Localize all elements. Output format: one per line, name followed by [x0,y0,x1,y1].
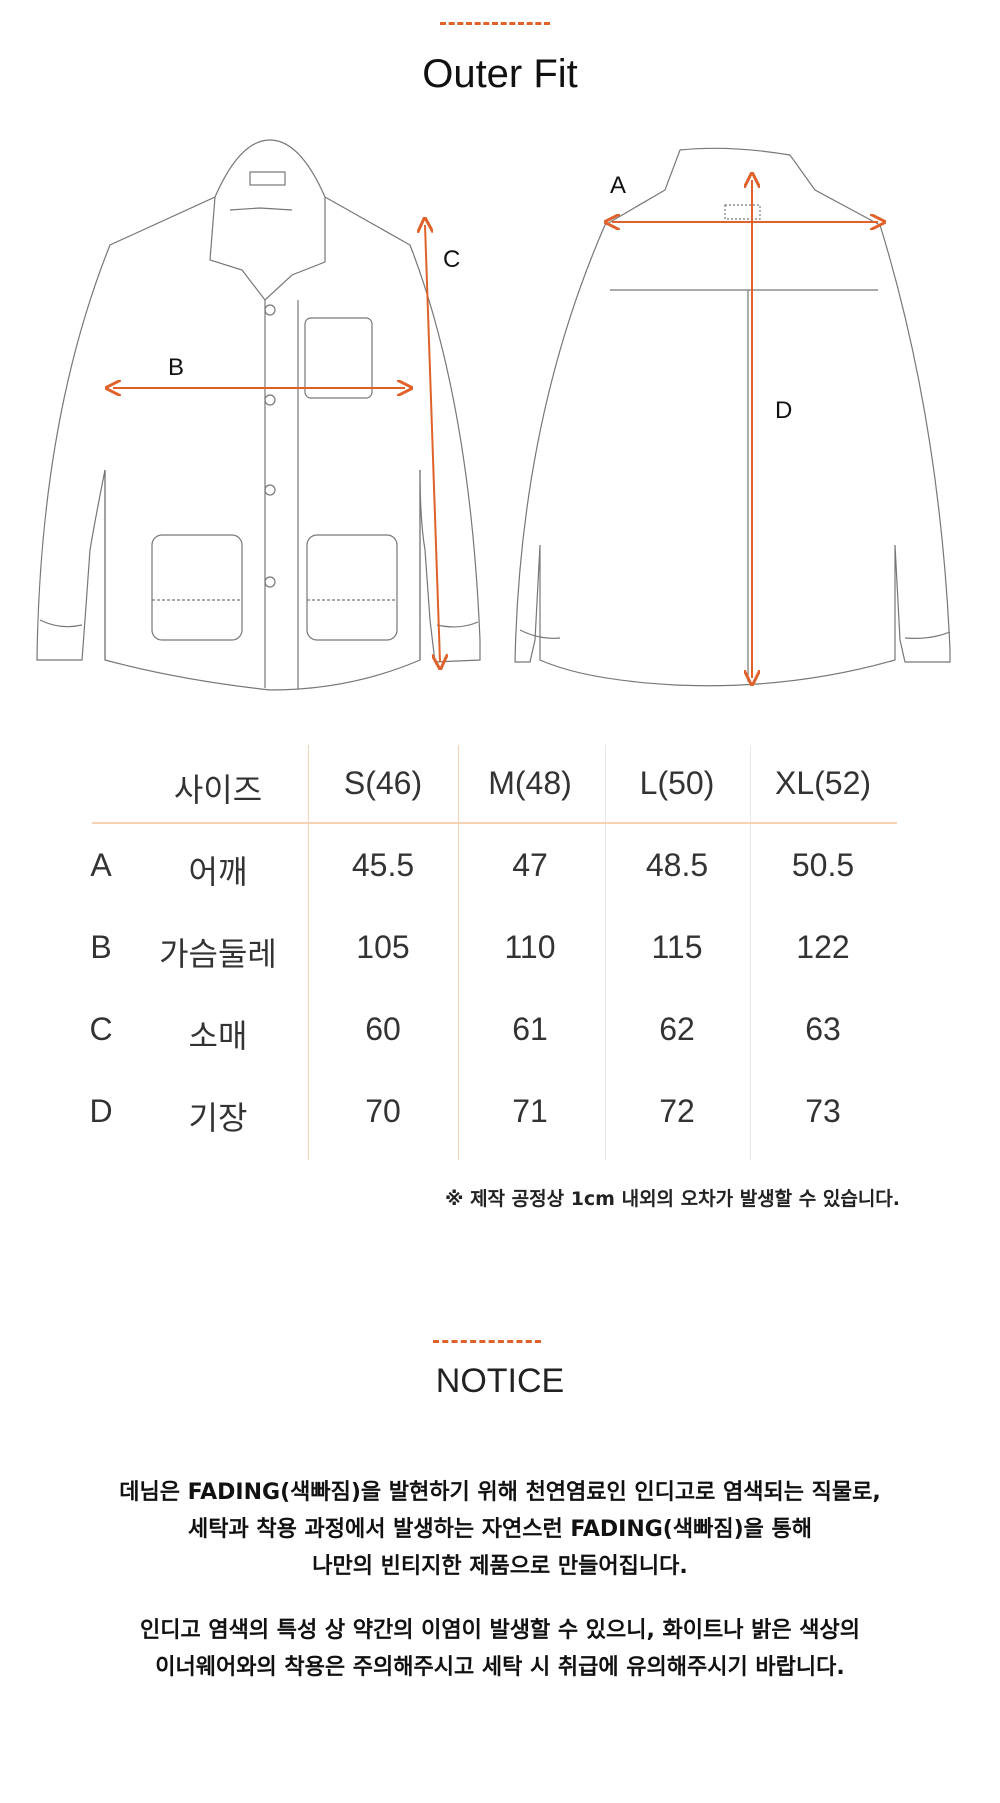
row-value: 50.5 [791,847,855,883]
notice-line: 나만의 빈티지한 제품으로 만들어집니다. [312,1554,688,1579]
jacket-front-drawing [36,139,481,691]
header-size-s: S(46) [343,765,423,801]
table-row: A 어깨 45.5 47 48.5 50.5 [90,847,897,890]
row-value: 115 [651,929,703,965]
tolerance-note: ※ 제작 공정상 1cm 내외의 오차가 발생할 수 있습니다. [444,1188,900,1210]
notice-line: 데님은 FADING(색빠짐)을 발현하기 위해 천연염료인 인디고로 염색되는… [119,1480,881,1505]
row-value: 122 [796,929,850,965]
header-size-m: M(48) [488,765,572,801]
row-value: 45.5 [351,847,415,883]
header-size-xl: XL(52) [774,765,872,801]
header-size-label: 사이즈 [173,772,263,808]
notice-line: 인디고 염색의 특성 상 약간의 이염이 발생할 수 있으니, 화이트나 밝은 … [139,1618,861,1643]
label-a: A [610,172,626,199]
table-row: B 가슴둘레 105 110 115 122 [90,929,897,972]
row-value: 73 [805,1093,841,1129]
row-value: 48.5 [645,847,709,883]
row-value: 71 [512,1093,548,1129]
row-value: 63 [805,1011,841,1047]
table-row: C 소매 60 61 62 63 [89,1011,897,1054]
row-name: 소매 [188,1018,248,1054]
row-value: 70 [365,1093,401,1129]
row-value: 105 [356,929,410,965]
row-code: D [89,1093,113,1129]
section-divider-notice [433,1340,541,1343]
section-divider-top [440,22,550,25]
jacket-back-drawing [514,147,951,687]
label-d: D [775,397,792,424]
row-name: 어깨 [188,854,248,890]
header-size-l: L(50) [639,765,715,801]
row-code: A [90,847,112,883]
arrow-c [425,225,440,662]
notice-paragraph-1: 데님은 FADING(색빠짐)을 발현하기 위해 천연염료인 인디고로 염색되는… [0,1474,1000,1585]
label-b: B [168,354,184,381]
jacket-illustration: A B C D [36,139,951,691]
row-value: 60 [365,1011,401,1047]
notice-line: 이너웨어와의 착용은 주의해주시고 세탁 시 취급에 유의해주시기 바랍니다. [155,1655,845,1680]
notice-line: 세탁과 착용 과정에서 발생하는 자연스런 FADING(색빠짐)을 통해 [187,1517,813,1542]
notice-title: NOTICE [435,1362,565,1400]
row-name: 가슴둘레 [159,936,277,972]
label-c: C [443,246,460,273]
row-value: 47 [512,847,548,883]
row-value: 61 [512,1011,548,1047]
row-name: 기장 [188,1100,248,1136]
notice-paragraph-2: 인디고 염색의 특성 상 약간의 이염이 발생할 수 있으니, 화이트나 밝은 … [0,1612,1000,1686]
table-row: D 기장 70 71 72 73 [89,1093,897,1136]
measurement-arrows [113,180,878,678]
row-value: 62 [659,1011,695,1047]
row-code: C [89,1011,113,1047]
outer-fit-title: Outer Fit [422,52,578,96]
table-header-row: 사이즈 S(46) M(48) L(50) XL(52) [92,765,897,808]
row-value: 72 [659,1093,695,1129]
row-value: 110 [504,929,556,965]
row-code: B [90,929,112,965]
